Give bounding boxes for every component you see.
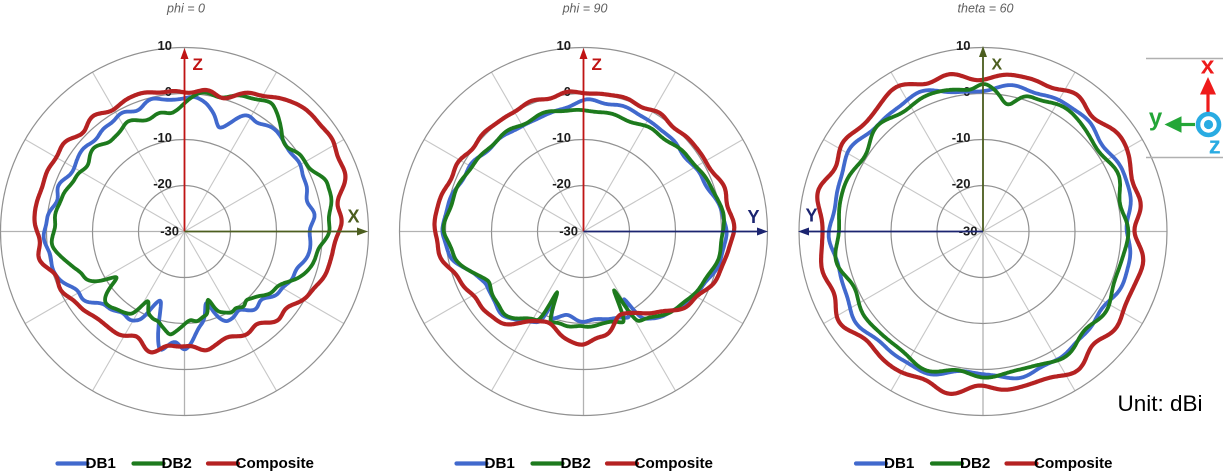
svg-text:X: X [992, 57, 1003, 74]
svg-text:-30: -30 [559, 223, 578, 238]
svg-text:10: 10 [158, 38, 172, 53]
svg-text:Z: Z [592, 55, 602, 74]
svg-text:phi = 0: phi = 0 [166, 2, 205, 16]
svg-text:DB2: DB2 [162, 455, 192, 472]
svg-text:Y: Y [806, 206, 818, 226]
svg-text:DB2: DB2 [960, 455, 990, 472]
svg-text:-20: -20 [153, 176, 172, 191]
svg-text:-10: -10 [552, 130, 571, 145]
svg-text:DB2: DB2 [561, 455, 591, 472]
svg-text:X: X [348, 207, 360, 227]
svg-text:theta = 60: theta = 60 [958, 2, 1014, 16]
svg-text:Z: Z [193, 55, 203, 74]
svg-text:DB1: DB1 [86, 455, 117, 472]
svg-text:z: z [1209, 133, 1221, 160]
svg-text:y: y [1149, 105, 1163, 132]
svg-text:-20: -20 [552, 176, 571, 191]
svg-text:10: 10 [956, 38, 970, 53]
svg-text:Unit: dBi: Unit: dBi [1118, 391, 1203, 416]
svg-text:-10: -10 [952, 130, 971, 145]
svg-text:Composite: Composite [1034, 455, 1112, 472]
svg-text:phi = 90: phi = 90 [562, 2, 608, 16]
svg-text:-10: -10 [153, 130, 172, 145]
svg-text:10: 10 [557, 38, 571, 53]
svg-text:DB1: DB1 [485, 455, 516, 472]
svg-text:x: x [1201, 53, 1215, 80]
svg-text:-30: -30 [160, 223, 179, 238]
svg-text:Composite: Composite [635, 455, 713, 472]
svg-text:Composite: Composite [236, 455, 314, 472]
svg-text:DB1: DB1 [884, 455, 915, 472]
svg-text:-20: -20 [952, 176, 971, 191]
svg-text:Y: Y [748, 207, 760, 227]
